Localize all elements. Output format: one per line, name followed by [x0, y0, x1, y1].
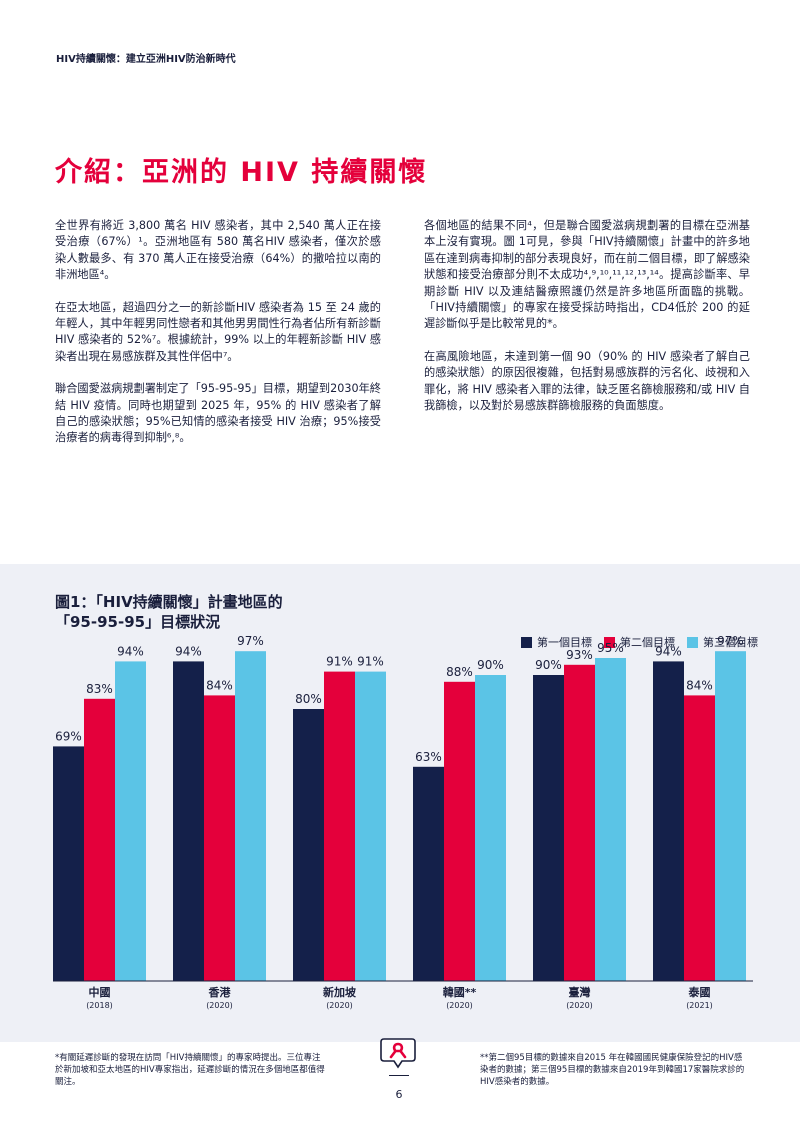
bar	[173, 661, 204, 981]
category-year: (2018)	[86, 1001, 113, 1010]
figure-title-line: 「95-95-95」目標狀況	[55, 613, 221, 631]
category-year: (2021)	[686, 1001, 713, 1010]
chart-legend: 第一個目標 第二個目標 第三個目標	[521, 634, 758, 650]
paragraph: 在高風險地區，未達到第一個 90（90% 的 HIV 感染者了解自己的感染狀態）…	[424, 349, 750, 413]
data-label: 84%	[686, 678, 713, 692]
data-label: 97%	[237, 634, 264, 648]
bar	[444, 681, 475, 981]
running-head: HIV持續關懷：建立亞洲HIV防治新時代	[56, 54, 236, 65]
bar	[355, 671, 386, 981]
data-label: 97%	[717, 634, 744, 648]
bar	[653, 661, 684, 981]
paragraph: 在亞太地區，超過四分之一的新診斷HIV 感染者為 15 至 24 歲的年輕人，其…	[55, 300, 381, 363]
data-label: 84%	[206, 678, 233, 692]
data-label: 94%	[117, 644, 144, 658]
legend-label: 第一個目標	[537, 636, 592, 649]
paragraph: 聯合國愛滋病規劃署制定了「95-95-95」目標，期望到2030年終結 HIV …	[55, 382, 381, 445]
category-year: (2020)	[206, 1001, 233, 1010]
data-label: 83%	[86, 682, 113, 696]
category-year: (2020)	[566, 1001, 593, 1010]
figure-title: 圖1：「HIV持續關懷」計畫地區的 「95-95-95」目標狀況	[55, 592, 283, 632]
category-label: 泰國	[688, 985, 711, 999]
footnote-right: **第二個95目標的數據來自2015 年在韓國國民健康保險登記的HIV感染者的數…	[480, 1053, 745, 1087]
body-column-right: 各個地區的結果不同⁴，但是聯合國愛滋病規劃署的目標在亞洲基本上沒有實現。圖 1可…	[424, 218, 750, 430]
page-title: 介紹：亞洲的 HIV 持續關懷	[55, 157, 428, 188]
red-ribbon-speech-bubble-icon	[380, 1038, 416, 1069]
legend-item: 第一個目標	[521, 634, 592, 650]
legend-swatch	[687, 636, 698, 648]
data-label: 94%	[655, 644, 682, 658]
data-label: 80%	[295, 692, 322, 706]
data-label: 91%	[326, 655, 353, 669]
data-label: 93%	[566, 648, 593, 662]
bar-chart: 69% 83% 94% 中國 (2018) 94% 84% 97% 香港 (2020) 80% 91%…	[53, 634, 753, 1010]
bar	[413, 766, 444, 981]
data-label: 88%	[446, 665, 473, 679]
legend-label: 第三個目標	[703, 636, 758, 649]
legend-swatch	[604, 636, 615, 648]
data-label: 95%	[597, 641, 624, 655]
data-label: 94%	[175, 644, 202, 658]
body-column-left: 全世界有將近 3,800 萬名 HIV 感染者，其中 2,540 萬人正在接受治…	[55, 218, 381, 463]
bar	[324, 671, 355, 981]
bar	[475, 675, 506, 981]
bar	[293, 709, 324, 981]
category-label: 韓國**	[443, 985, 477, 999]
paragraph: 各個地區的結果不同⁴，但是聯合國愛滋病規劃署的目標在亞洲基本上沒有實現。圖 1可…	[424, 219, 750, 331]
bar	[84, 698, 115, 981]
bar	[595, 658, 626, 981]
category-label: 臺灣	[569, 985, 591, 999]
category-year: (2020)	[446, 1001, 473, 1010]
bar	[715, 651, 746, 981]
legend-item: 第三個目標	[687, 634, 758, 650]
figure-panel: 圖1：「HIV持續關懷」計畫地區的 「95-95-95」目標狀況 第一個目標 第…	[0, 564, 800, 1042]
data-label: 90%	[535, 658, 562, 672]
bar	[684, 695, 715, 981]
data-label: 91%	[357, 655, 384, 669]
category-label: 中國	[89, 985, 111, 999]
figure-title-line: 圖1：「HIV持續關懷」計畫地區的	[55, 593, 283, 611]
bar	[533, 675, 564, 981]
data-label: 63%	[415, 750, 442, 764]
bar	[564, 664, 595, 981]
bar	[204, 695, 235, 981]
data-label: 90%	[477, 658, 504, 672]
category-label: 香港	[208, 985, 232, 999]
paragraph: 全世界有將近 3,800 萬名 HIV 感染者，其中 2,540 萬人正在接受治…	[55, 219, 381, 282]
data-label: 69%	[55, 729, 82, 743]
page-number: 6	[395, 1088, 403, 1101]
bar	[115, 661, 146, 981]
category-label: 新加坡	[323, 985, 357, 999]
legend-label: 第二個目標	[620, 636, 675, 649]
page-rule	[389, 1075, 409, 1076]
legend-item: 第二個目標	[604, 634, 675, 650]
legend-swatch	[521, 636, 532, 648]
bar	[53, 746, 84, 981]
bar	[235, 651, 266, 981]
category-year: (2020)	[326, 1001, 353, 1010]
footnote-left: *有關延遲診斷的發現在訪問「HIV持續關懷」的專家時提出。三位專注於新加坡和亞太…	[55, 1053, 325, 1087]
